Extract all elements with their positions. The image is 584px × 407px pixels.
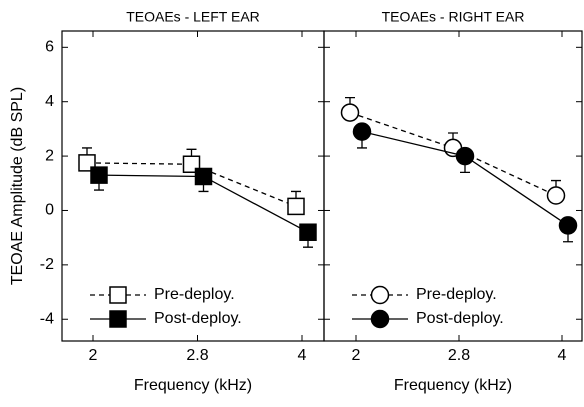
y-tick-label: 4	[45, 93, 54, 110]
plot-frame	[323, 30, 583, 342]
legend-marker	[370, 309, 390, 329]
marker	[558, 216, 578, 235]
marker	[194, 167, 213, 186]
y-tick-label: -4	[40, 310, 54, 327]
marker	[287, 197, 305, 216]
x-tick-label: 2	[352, 347, 361, 364]
x-tick-label: 4	[558, 347, 567, 364]
x-tick-label: 2.8	[186, 347, 208, 364]
y-tick-label: 6	[45, 39, 54, 56]
x-axis-label: Frequency (kHz)	[134, 377, 252, 394]
y-tick-label: 0	[45, 202, 54, 219]
x-tick-label: 4	[298, 347, 307, 364]
panel: TEOAEs - RIGHT EAR Frequency (kHz) 2 2.8 4 Pr…	[323, 9, 583, 394]
x-tick-label: 2.8	[448, 347, 470, 364]
legend-label: Pre-deploy.	[416, 286, 497, 303]
marker	[90, 166, 108, 184]
marker	[455, 146, 475, 166]
marker	[340, 103, 360, 122]
marker	[546, 186, 566, 205]
x-axis-label: Frequency (kHz)	[394, 377, 512, 394]
y-tick-label: -2	[40, 256, 54, 273]
legend-label: Post-deploy.	[416, 310, 504, 327]
series-line	[361, 130, 569, 226]
marker	[352, 122, 372, 141]
marker	[299, 223, 317, 241]
y-tick-label: 2	[45, 147, 54, 164]
y-axis-label: TEOAE Amplitude (dB SPL)	[9, 87, 26, 285]
legend-label: Pre-deploy.	[154, 286, 235, 303]
x-tick-label: 2	[89, 347, 98, 364]
legend-marker	[370, 285, 390, 305]
panel-title: TEOAEs - RIGHT EAR	[382, 9, 525, 25]
panel: TEOAEs - LEFT EAR Frequency (kHz) TEOAE Am…	[9, 9, 325, 394]
panel-title: TEOAEs - LEFT EAR	[126, 9, 260, 25]
legend-marker	[109, 286, 127, 304]
legend-marker	[109, 310, 127, 328]
legend-label: Post-deploy.	[154, 310, 242, 327]
